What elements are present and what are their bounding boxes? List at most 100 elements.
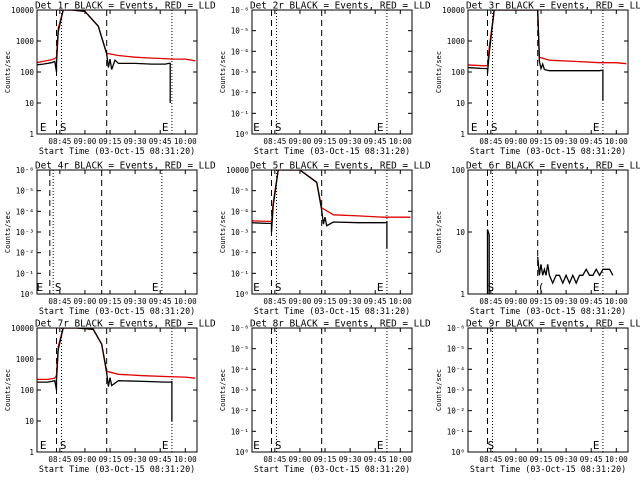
x-tick-label: 09:15 bbox=[314, 455, 337, 464]
event-marker: E bbox=[40, 439, 47, 452]
y-tick-label: 10000 bbox=[442, 6, 465, 15]
plot-frame bbox=[467, 9, 629, 135]
y-tick-label: 10⁻⁴ bbox=[231, 365, 249, 374]
detector-panel-8: Det 8r BLACK = Events, RED = LLD 10⁰ 10⁻¹ 1… bbox=[219, 319, 431, 475]
x-tick-label: 08:45 bbox=[479, 137, 502, 146]
x-tick-label: 09:15 bbox=[314, 137, 337, 146]
x-tick-label: 09:15 bbox=[530, 297, 553, 306]
y-tick-label: 10000 bbox=[11, 6, 34, 15]
y-axis-label: Counts/sec bbox=[219, 369, 227, 411]
panel-title: Det 4r BLACK = Events, RED = LLD bbox=[35, 161, 216, 172]
event-marker: S bbox=[60, 439, 67, 452]
plot-frame bbox=[251, 9, 413, 135]
x-tick-label: 09:00 bbox=[289, 455, 312, 464]
y-tick-label: 10⁻⁴ bbox=[231, 207, 249, 216]
y-tick-label: 10⁻² bbox=[447, 407, 465, 416]
x-tick-label: 10:00 bbox=[389, 297, 412, 306]
panel-title: Det 2r BLACK = Events, RED = LLD bbox=[250, 1, 431, 12]
x-tick-label: 09:00 bbox=[74, 137, 97, 146]
x-axis-label: Start Time (03-Oct-15 08:31:20) bbox=[470, 146, 626, 156]
y-tick-label: 10⁻⁶ bbox=[231, 324, 249, 333]
y-tick-label: 10⁻⁶ bbox=[231, 6, 249, 15]
x-tick-label: 09:00 bbox=[74, 455, 97, 464]
y-tick-label: 1 bbox=[29, 448, 34, 457]
panel-title: Det 3r BLACK = Events, RED = LLD bbox=[466, 1, 640, 12]
y-tick-label: 1000 bbox=[16, 355, 35, 364]
x-tick-label: 09:45 bbox=[580, 137, 603, 146]
x-tick-label: 09:15 bbox=[314, 297, 337, 306]
plot-frame bbox=[36, 327, 198, 453]
event-marker: S bbox=[275, 281, 282, 294]
x-tick-label: 09:30 bbox=[339, 297, 362, 306]
y-tick-label: 10⁻¹ bbox=[231, 109, 249, 118]
x-axis-label: Start Time (03-Oct-15 08:31:20) bbox=[470, 464, 626, 474]
y-axis-label: Counts/sec bbox=[435, 369, 443, 411]
panel-title: Det 5r BLACK = Events, RED = LLD bbox=[250, 161, 431, 172]
x-tick-label: 09:45 bbox=[580, 455, 603, 464]
y-tick-label: 10⁻⁵ bbox=[231, 345, 249, 354]
plot-frame bbox=[36, 9, 198, 135]
y-tick-label: 100 bbox=[20, 68, 34, 77]
y-tick-label: 10 bbox=[25, 99, 35, 108]
y-tick-label: 10⁻³ bbox=[231, 68, 249, 77]
y-tick-label: 1 bbox=[460, 290, 465, 299]
detector-panel-7: Det 7r BLACK = Events, RED = LLD 1 10 100 10… bbox=[4, 319, 216, 475]
y-tick-label: 10⁻⁴ bbox=[16, 207, 34, 216]
x-tick-label: 10:00 bbox=[605, 297, 628, 306]
x-tick-label: 09:00 bbox=[505, 137, 528, 146]
y-tick-label: 1 bbox=[460, 130, 465, 139]
x-axis-label: Start Time (03-Oct-15 08:31:20) bbox=[39, 146, 195, 156]
y-axis-label: Counts/sec bbox=[435, 211, 443, 253]
y-tick-label: 10⁻⁶ bbox=[447, 324, 465, 333]
y-tick-label: 10⁻⁵ bbox=[447, 345, 465, 354]
y-tick-label: 10⁻⁵ bbox=[16, 187, 34, 196]
x-tick-label: 09:15 bbox=[99, 297, 122, 306]
events-series-line bbox=[486, 229, 490, 294]
event-marker: E bbox=[377, 439, 384, 452]
y-tick-label: 10⁻⁴ bbox=[447, 365, 465, 374]
plot-frame bbox=[251, 169, 413, 295]
x-tick-label: 09:30 bbox=[555, 455, 578, 464]
y-tick-label: 10⁻¹ bbox=[16, 269, 34, 278]
event-marker: E bbox=[593, 439, 600, 452]
y-tick-label: 10⁻³ bbox=[16, 228, 34, 237]
x-tick-label: 09:15 bbox=[530, 455, 553, 464]
y-axis-label: Counts/sec bbox=[4, 51, 12, 93]
event-marker: E bbox=[593, 281, 600, 294]
y-tick-label: 10 bbox=[456, 99, 466, 108]
x-tick-label: 09:15 bbox=[99, 137, 122, 146]
y-tick-label: 10⁰ bbox=[235, 290, 249, 299]
x-tick-label: 09:45 bbox=[149, 455, 172, 464]
x-tick-label: 09:45 bbox=[580, 297, 603, 306]
y-tick-label: 10⁻¹ bbox=[231, 427, 249, 436]
x-tick-label: 09:30 bbox=[555, 137, 578, 146]
y-tick-label: 10⁻² bbox=[16, 249, 34, 258]
panel-title: Det 7r BLACK = Events, RED = LLD bbox=[35, 319, 216, 330]
y-axis-label: Counts/sec bbox=[219, 51, 227, 93]
y-tick-label: 100 bbox=[451, 68, 465, 77]
event-marker: E bbox=[40, 121, 47, 134]
y-axis-label: Counts/sec bbox=[219, 211, 227, 253]
lld-series-line bbox=[37, 10, 196, 64]
x-tick-label: 10:00 bbox=[389, 455, 412, 464]
x-tick-label: 09:00 bbox=[74, 297, 97, 306]
y-tick-label: 10⁻² bbox=[231, 89, 249, 98]
panel-title: Det 8r BLACK = Events, RED = LLD bbox=[250, 319, 431, 330]
event-marker: E bbox=[253, 121, 260, 134]
y-tick-label: 10⁻⁴ bbox=[231, 47, 249, 56]
y-axis-label: Counts/sec bbox=[4, 211, 12, 253]
x-tick-label: 08:45 bbox=[263, 297, 286, 306]
detector-panel-9: Det 9r BLACK = Events, RED = LLD 10⁰ 10⁻¹ 1… bbox=[435, 319, 640, 475]
x-tick-label: 08:45 bbox=[479, 297, 502, 306]
event-marker: E bbox=[162, 439, 169, 452]
event-marker: E bbox=[152, 281, 159, 294]
plot-frame bbox=[36, 169, 198, 295]
events-series-line bbox=[537, 256, 614, 285]
y-tick-label: 100 bbox=[20, 386, 34, 395]
x-tick-label: 09:45 bbox=[364, 455, 387, 464]
detector-panel-1: Det 1r BLACK = Events, RED = LLD 1 10 100 10… bbox=[4, 1, 216, 157]
plot-frame bbox=[467, 169, 629, 295]
x-axis-label: Start Time (03-Oct-15 08:31:20) bbox=[254, 306, 410, 316]
x-tick-label: 09:30 bbox=[339, 137, 362, 146]
x-tick-label: 09:15 bbox=[530, 137, 553, 146]
